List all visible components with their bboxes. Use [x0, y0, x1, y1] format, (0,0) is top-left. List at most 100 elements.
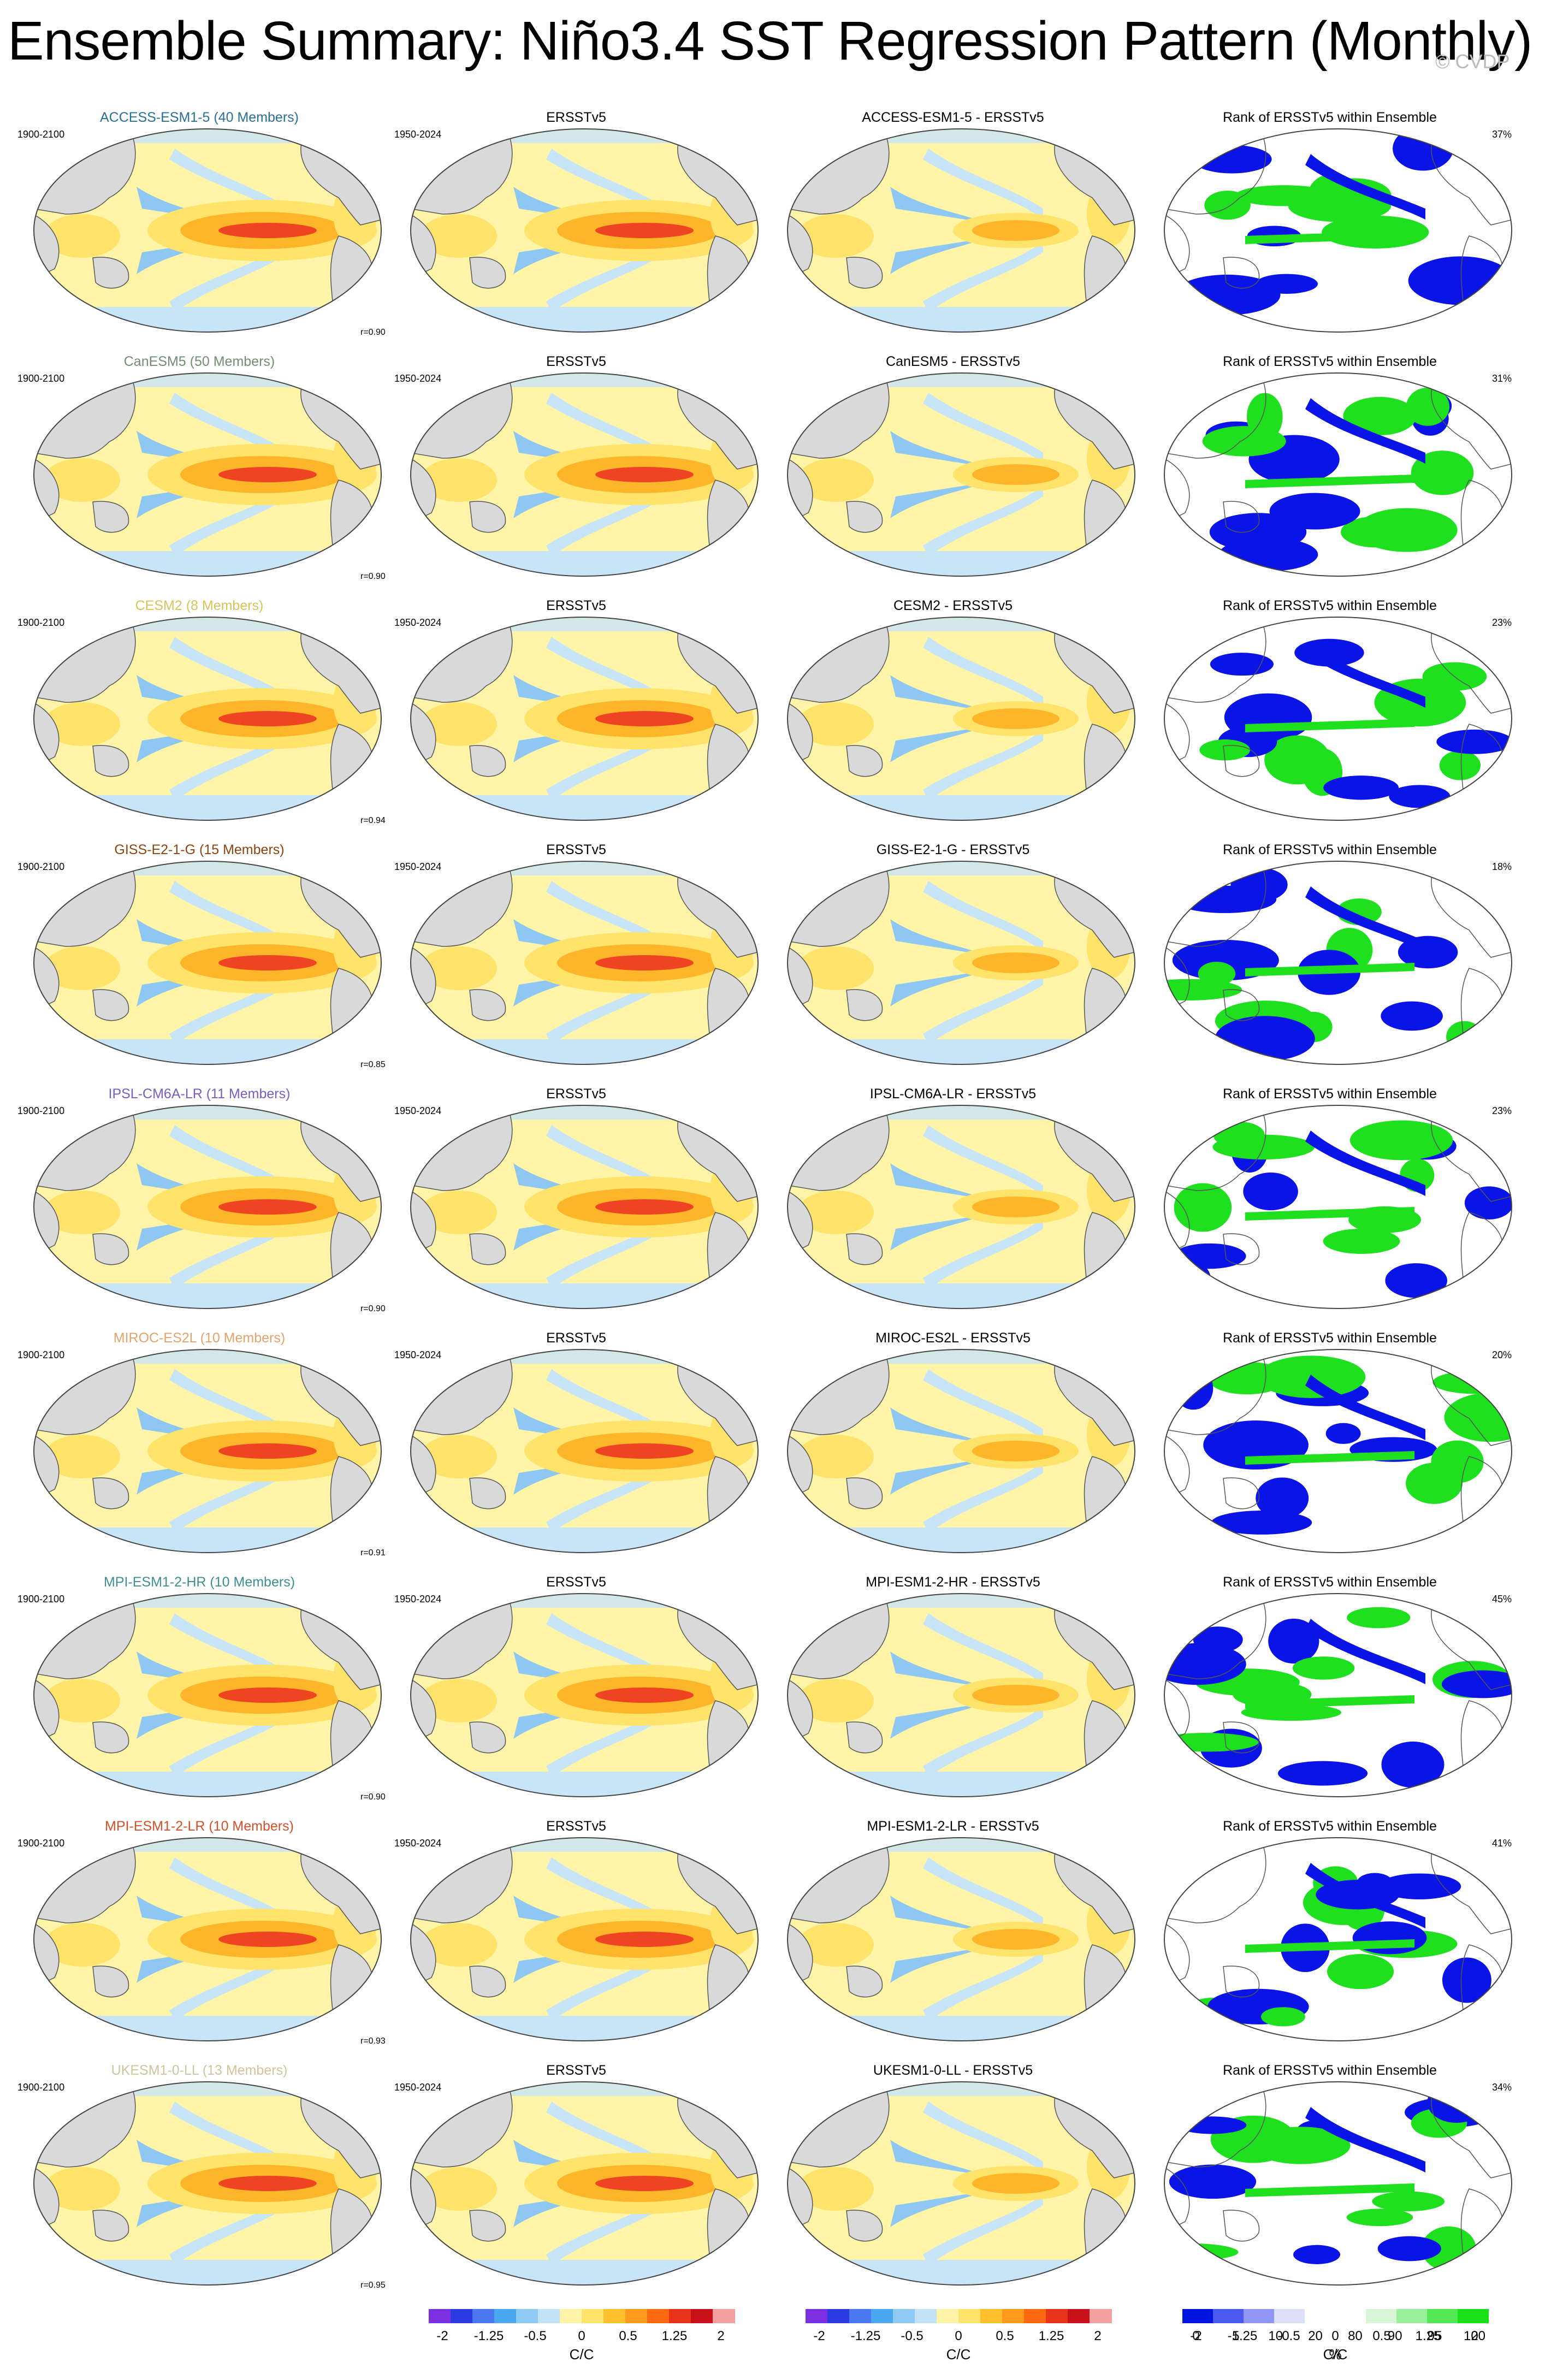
panel-rank-2: Rank of ERSSTv5 within Ensemble 23% — [1141, 597, 1518, 838]
colorbar-swatch — [713, 2309, 735, 2323]
panel-title: IPSL-CM6A-LR (11 Members) — [108, 1086, 291, 1102]
panel-title: Rank of ERSSTv5 within Ensemble — [1223, 110, 1437, 125]
map-rank — [1164, 1349, 1512, 1553]
panel-rank-7: Rank of ERSSTv5 within Ensemble 41% — [1141, 1818, 1518, 2058]
colorbar-tick-label: 2 — [1094, 2329, 1102, 2343]
panel-title: CanESM5 - ERSSTv5 — [886, 354, 1020, 369]
map-model — [33, 2081, 382, 2286]
colorbar-swatch — [647, 2309, 670, 2323]
pattern-correlation: r=0.90 — [360, 1304, 386, 1313]
rank-percent: 23% — [1491, 617, 1512, 628]
colorbar-tick-label: -0.5 — [1277, 2329, 1300, 2343]
colorbar-tick-label: -1.25 — [473, 2329, 504, 2343]
colorbar-tick-label: 20 — [1308, 2329, 1323, 2343]
colorbar-tick-label: 0 — [1192, 2329, 1200, 2343]
panel-title: Rank of ERSSTv5 within Ensemble — [1223, 842, 1437, 857]
panel-obs-2: ERSSTv5 1950-2024 — [388, 597, 765, 838]
panel-rank-4: Rank of ERSSTv5 within Ensemble 23% — [1141, 1086, 1518, 1326]
period-label: 1950-2024 — [394, 861, 442, 872]
map-rank — [1164, 617, 1512, 821]
colorbar-swatch — [806, 2309, 828, 2323]
period-label: 1900-2100 — [17, 1349, 65, 1360]
panel-title: ERSSTv5 — [546, 1330, 606, 1346]
rank-percent: 23% — [1491, 1105, 1512, 1116]
panel-obs-4: ERSSTv5 1950-2024 — [388, 1086, 765, 1326]
pattern-correlation: r=0.90 — [360, 572, 386, 581]
panel-title: UKESM1-0-LL (13 Members) — [111, 2063, 288, 2078]
map-obs — [410, 861, 759, 1065]
panel-title: GISS-E2-1-G (15 Members) — [114, 842, 285, 857]
colorbar-swatch — [1182, 2309, 1213, 2323]
panel-obs-0: ERSSTv5 1950-2024 — [388, 109, 765, 350]
panel-title: ERSSTv5 — [546, 842, 606, 857]
rank-percent: 45% — [1491, 1594, 1512, 1605]
panel-diff-4: IPSL-CM6A-LR - ERSSTv5 — [765, 1086, 1141, 1326]
map-rank — [1164, 861, 1512, 1065]
panel-title: Rank of ERSSTv5 within Ensemble — [1223, 2063, 1437, 2078]
pattern-correlation: r=0.91 — [360, 1548, 386, 1558]
panel-title: MIROC-ES2L - ERSSTv5 — [875, 1330, 1031, 1346]
map-rank — [1164, 2081, 1512, 2286]
map-model — [33, 372, 382, 577]
colorbar-tick-label: 80 — [1348, 2329, 1363, 2343]
period-label: 1900-2100 — [17, 1594, 65, 1605]
colorbar-tick-label: 0 — [1331, 2329, 1339, 2343]
colorbar-swatch — [1305, 2309, 1336, 2323]
period-label: 1950-2024 — [394, 1105, 442, 1116]
colorbar-swatch — [669, 2309, 691, 2323]
colorbar-swatch — [516, 2309, 538, 2323]
colorbar-swatch — [691, 2309, 713, 2323]
map-diff — [787, 617, 1135, 821]
panel-diff-6: MPI-ESM1-2-HR - ERSSTv5 — [765, 1574, 1141, 1814]
panel-title: Rank of ERSSTv5 within Ensemble — [1223, 1819, 1437, 1834]
map-model — [33, 128, 382, 333]
colorbar-unit: C/C — [946, 2346, 971, 2363]
period-label: 1950-2024 — [394, 1349, 442, 1360]
colorbar-swatch — [915, 2309, 937, 2323]
colorbar-swatch — [1046, 2309, 1068, 2323]
colorbar-tick-label: -2 — [813, 2329, 825, 2343]
panel-diff-1: CanESM5 - ERSSTv5 — [765, 353, 1141, 594]
colorbar-tick-label: -1.25 — [850, 2329, 881, 2343]
panel-title: ACCESS-ESM1-5 (40 Members) — [100, 110, 299, 125]
colorbar-tick-label: 0 — [955, 2329, 962, 2343]
period-label: 1900-2100 — [17, 1838, 65, 1849]
rank-percent: 37% — [1491, 129, 1512, 140]
panel-title: Rank of ERSSTv5 within Ensemble — [1223, 1086, 1437, 1102]
panel-title: ERSSTv5 — [546, 1086, 606, 1102]
colorbar-swatch — [429, 2309, 451, 2323]
colorbar-swatch — [1274, 2309, 1305, 2323]
colorbar-tick-label: 100 — [1463, 2329, 1486, 2343]
colorbar-tick-label: 95 — [1427, 2329, 1442, 2343]
period-label: 1950-2024 — [394, 2082, 442, 2093]
panel-title: ERSSTv5 — [546, 2063, 606, 2078]
panel-title: ERSSTv5 — [546, 354, 606, 369]
colorbar-swatch — [494, 2309, 517, 2323]
rank-percent: 31% — [1491, 373, 1512, 384]
panel-diff-7: MPI-ESM1-2-LR - ERSSTv5 — [765, 1818, 1141, 2058]
colorbar-swatch — [1366, 2309, 1397, 2323]
colorbar-tick-label: 2 — [1471, 2329, 1478, 2343]
period-label: 1950-2024 — [394, 373, 442, 384]
panel-title: ERSSTv5 — [546, 1574, 606, 1590]
panel-diff-2: CESM2 - ERSSTv5 — [765, 597, 1141, 838]
map-obs — [410, 1837, 759, 2041]
colorbar-swatch — [1396, 2309, 1428, 2323]
period-label: 1950-2024 — [394, 1838, 442, 1849]
colorbar-swatch — [625, 2309, 648, 2323]
colorbar-tick-label: -0.5 — [901, 2329, 924, 2343]
panel-title: MPI-ESM1-2-LR (10 Members) — [105, 1819, 294, 1834]
panel-title: ERSSTv5 — [546, 1819, 606, 1834]
panel-title: MPI-ESM1-2-HR (10 Members) — [103, 1574, 295, 1590]
panel-obs-6: ERSSTv5 1950-2024 — [388, 1574, 765, 1814]
colorbar-unit: C/C — [569, 2346, 594, 2363]
period-label: 1900-2100 — [17, 129, 65, 140]
colorbar-swatch — [1024, 2309, 1046, 2323]
map-model — [33, 617, 382, 821]
colorbar-swatch — [538, 2309, 560, 2323]
rank-percent: 18% — [1491, 861, 1512, 872]
panel-title: UKESM1-0-LL - ERSSTv5 — [873, 2063, 1033, 2078]
pattern-correlation: r=0.90 — [360, 1792, 386, 1802]
colorbar-swatch — [980, 2309, 1003, 2323]
pattern-correlation: r=0.94 — [360, 816, 386, 825]
